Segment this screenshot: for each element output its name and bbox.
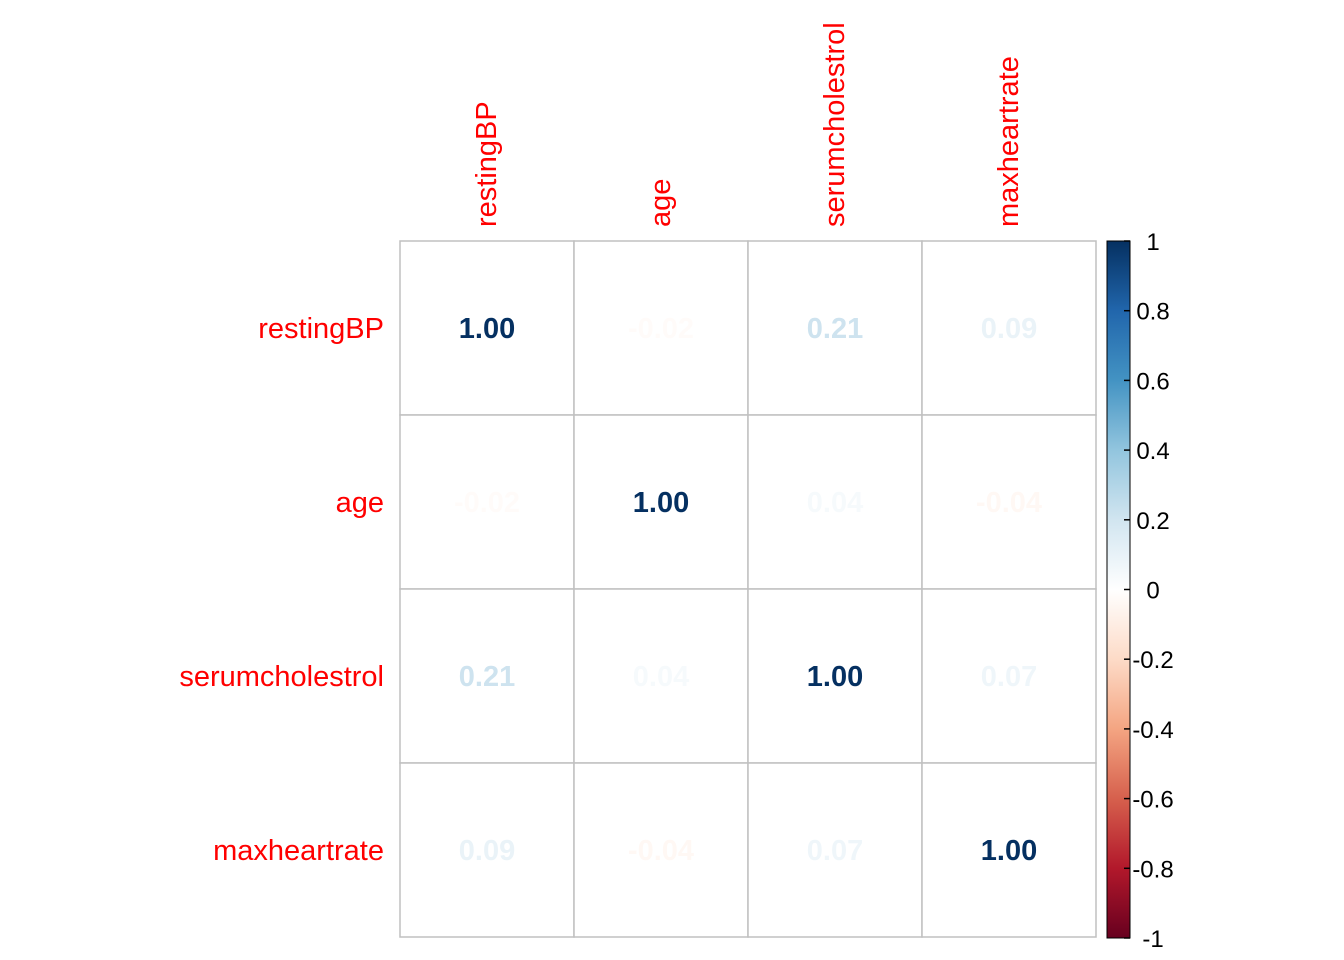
matrix-cell [921,588,1097,764]
matrix-cell [573,414,749,590]
cell-value-label: -0.04 [976,487,1042,519]
cell-value-label: 0.07 [807,835,863,867]
matrix-cell [399,414,575,590]
colorbar-tick-label: 0.8 [1136,299,1169,326]
cell-value-label: 1.00 [633,487,689,519]
column-labels: restingBP age serumcholestrol maxheartrate [471,22,1025,227]
colorbar-tick-label: -1 [1142,926,1163,953]
matrix-cell [921,240,1097,416]
matrix-cell [747,240,923,416]
cell-value-label: 0.09 [981,313,1037,345]
matrix-cell [573,240,749,416]
cell-value-label: 0.04 [633,661,689,693]
colorbar-tick-label: 0.6 [1136,368,1169,395]
matrix-cell [573,588,749,764]
column-label: restingBP [471,101,503,227]
colorbar: 1 0.8 0.6 0.4 0.2 0 -0.2 -0.4 -0.6 -0.8 -1 [1106,229,1174,953]
cell-value-label: -0.02 [628,313,694,345]
cell-value-label: -0.04 [628,835,694,867]
colorbar-tick-label: -0.4 [1132,717,1173,744]
row-label: age [336,487,384,519]
cell-value-label: 1.00 [981,835,1037,867]
matrix-cell [573,762,749,938]
cell-value-label: 0.21 [807,313,863,345]
colorbar-ticks: 1 0.8 0.6 0.4 0.2 0 -0.2 -0.4 -0.6 -0.8 -1 [1124,229,1174,953]
cell-value-label: 1.00 [807,661,863,693]
colorbar-tick-label: 0.2 [1136,508,1169,535]
row-label: maxheartrate [213,835,384,867]
matrix-cell [399,240,575,416]
matrix-cell [399,762,575,938]
column-label: maxheartrate [993,56,1025,227]
row-label: restingBP [258,313,384,345]
column-label: age [645,179,677,227]
cells-layer: 1.00 -0.02 0.21 0.09 -0.02 1.00 0.04 -0.04 0.21 0… [399,240,1097,938]
colorbar-tick-label: -0.6 [1132,787,1173,814]
cell-value-label: 0.07 [981,661,1037,693]
colorbar-tick-label: 0 [1146,578,1159,605]
cell-value-label: 0.04 [807,487,863,519]
matrix-cell [921,762,1097,938]
cell-value-label: 0.09 [459,835,515,867]
matrix-cell [747,762,923,938]
column-label: serumcholestrol [819,22,851,227]
colorbar-tick-label: -0.2 [1132,647,1173,674]
row-label: serumcholestrol [179,661,384,693]
row-labels: restingBP age serumcholestrol maxheartrate [179,313,384,867]
cell-value-label: -0.02 [454,487,520,519]
colorbar-tick-label: 0.4 [1136,438,1169,465]
colorbar-tick-label: 1 [1146,229,1159,256]
colorbar-tick-label: -0.8 [1132,856,1173,883]
cell-value-label: 0.21 [459,661,515,693]
cell-value-label: 1.00 [459,313,515,345]
matrix-cell [921,414,1097,590]
